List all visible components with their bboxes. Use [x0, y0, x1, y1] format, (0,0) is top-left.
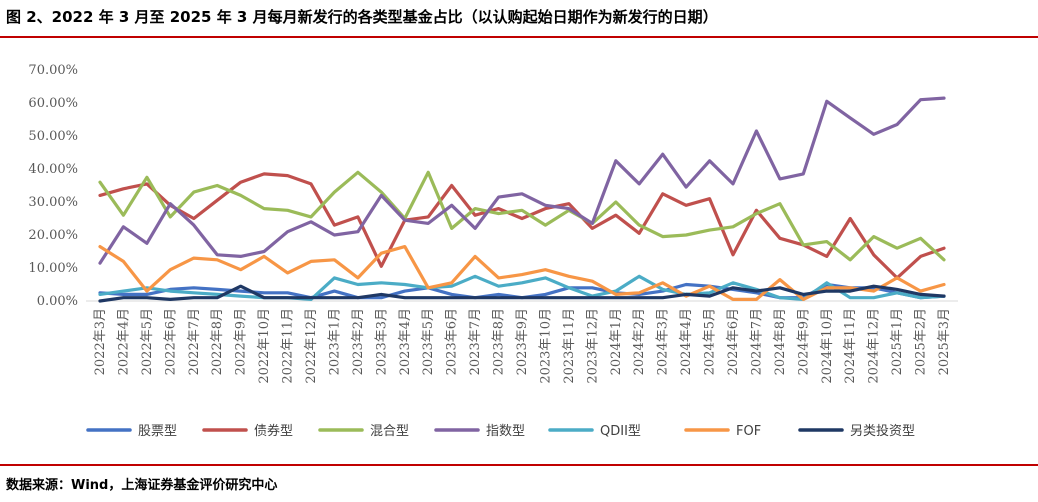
x-tick-label: 2024年6月 — [726, 308, 741, 375]
x-tick-label: 2024年2月 — [632, 308, 647, 375]
y-tick-label: 50.00% — [28, 129, 78, 144]
legend-label-5: FOF — [736, 424, 761, 439]
legend-label-3: 指数型 — [486, 424, 525, 439]
x-tick-label: 2024年3月 — [656, 308, 671, 375]
x-tick-label: 2024年1月 — [609, 308, 624, 375]
top-rule — [0, 36, 1038, 38]
x-tick-label: 2025年1月 — [890, 308, 905, 375]
series-lines — [98, 96, 946, 303]
x-tick-label: 2024年5月 — [703, 308, 718, 375]
line-chart: 0.00% 10.00% 20.00% 30.00% 40.00% 50.00% 60.00… — [28, 63, 958, 439]
x-tick-label: 2023年9月 — [515, 308, 530, 375]
legend-label-4: QDII型 — [600, 424, 641, 439]
x-tick-label: 2024年8月 — [773, 308, 788, 375]
y-tick-label: 70.00% — [28, 63, 78, 78]
y-tick-label: 20.00% — [28, 228, 78, 243]
x-tick-label: 2023年8月 — [492, 308, 507, 375]
x-tick-label: 2022年6月 — [163, 308, 178, 375]
x-tick-label: 2022年11月 — [281, 308, 296, 384]
bottom-rule — [0, 464, 1038, 466]
x-axis-ticks: 2022年3月 2022年4月 2022年5月 2022年6月 2022年7月 2022年… — [93, 308, 952, 384]
x-tick-label: 2024年4月 — [679, 308, 694, 375]
x-tick-label: 2022年10月 — [257, 308, 272, 384]
source-note: 数据来源：Wind，上海证券基金评价研究中心 — [6, 478, 278, 493]
x-tick-label: 2025年2月 — [914, 308, 929, 375]
x-tick-label: 2023年6月 — [445, 308, 460, 375]
x-tick-label: 2022年12月 — [304, 308, 319, 384]
y-tick-label: 10.00% — [28, 261, 78, 276]
x-tick-label: 2024年11月 — [843, 308, 858, 384]
series-line-2 — [98, 170, 946, 262]
series-line-4 — [98, 274, 946, 301]
legend-label-6: 另类投资型 — [850, 423, 915, 439]
x-tick-label: 2023年11月 — [562, 308, 577, 384]
x-tick-label: 2023年12月 — [585, 308, 600, 384]
x-tick-label: 2023年1月 — [327, 308, 342, 375]
y-axis-ticks: 0.00% 10.00% 20.00% 30.00% 40.00% 50.00% 60.00… — [28, 63, 78, 309]
legend: 股票型 债券型 混合型 指数型 QDII型 FOF 另类投资型 — [86, 423, 915, 439]
series-line-5 — [98, 245, 946, 301]
y-tick-label: 60.00% — [28, 96, 78, 111]
x-tick-label: 2023年5月 — [421, 308, 436, 375]
x-tick-label: 2022年3月 — [93, 308, 108, 375]
y-tick-label: 30.00% — [28, 195, 78, 210]
x-tick-label: 2023年3月 — [374, 308, 389, 375]
x-tick-label: 2023年10月 — [538, 308, 553, 384]
x-tick-label: 2022年5月 — [140, 308, 155, 375]
series-line-6 — [98, 284, 946, 303]
x-tick-label: 2023年2月 — [351, 308, 366, 375]
x-tick-label: 2022年4月 — [116, 308, 131, 375]
legend-label-2: 混合型 — [370, 424, 409, 439]
legend-label-1: 债券型 — [254, 423, 293, 439]
y-tick-label: 0.00% — [37, 294, 78, 309]
x-tick-label: 2023年4月 — [398, 308, 413, 375]
x-tick-label: 2024年10月 — [820, 308, 835, 384]
y-tick-label: 40.00% — [28, 162, 78, 177]
legend-label-0: 股票型 — [138, 424, 177, 439]
x-tick-label: 2022年8月 — [210, 308, 225, 375]
x-tick-label: 2023年7月 — [468, 308, 483, 375]
series-line-3 — [98, 96, 946, 265]
x-tick-label: 2022年7月 — [187, 308, 202, 375]
x-tick-label: 2024年7月 — [749, 308, 764, 375]
x-tick-label: 2024年12月 — [867, 308, 882, 384]
x-tick-label: 2024年9月 — [796, 308, 811, 375]
x-tick-label: 2022年9月 — [234, 308, 249, 375]
figure-title: 图 2、2022 年 3 月至 2025 年 3 月每月新发行的各类型基金占比（… — [6, 8, 718, 26]
x-tick-label: 2025年3月 — [937, 308, 952, 375]
